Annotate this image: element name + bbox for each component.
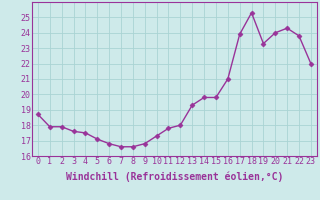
- X-axis label: Windchill (Refroidissement éolien,°C): Windchill (Refroidissement éolien,°C): [66, 172, 283, 182]
